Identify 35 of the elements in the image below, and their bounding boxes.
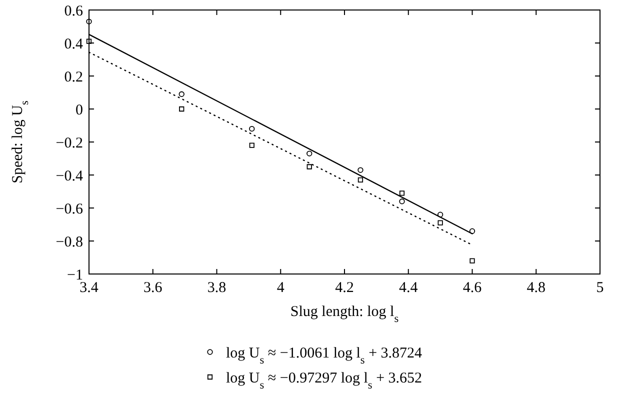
legend-label: log U$_{s}$ ≈ −1.0061 log l$_{s}$ + 3.8724 (226, 345, 423, 366)
point (86, 38, 92, 44)
y-tick-label: −0.8 (56, 234, 83, 250)
point (179, 106, 184, 112)
point (86, 18, 92, 24)
x-tick-label: 4.4 (399, 280, 418, 296)
x-tick-label: 3.6 (144, 280, 163, 296)
y-tick-label: 0.6 (64, 3, 84, 20)
y-tick-label: −0.4 (56, 168, 84, 184)
point (249, 142, 254, 148)
x-tick-label: 3.8 (207, 280, 226, 296)
point (178, 91, 184, 97)
x-tick-label: 4 (276, 280, 285, 296)
y-tick-label: 0.2 (64, 69, 83, 86)
x-axis-title: Slug length: log l$_{s}$ (290, 304, 399, 325)
point (438, 220, 443, 226)
x-tick-label: 4.2 (335, 280, 354, 296)
x-tick-label: 5 (596, 280, 604, 296)
point (358, 167, 364, 173)
point (470, 258, 475, 264)
point (437, 212, 444, 218)
y-tick-label: −0.6 (56, 201, 84, 218)
point (306, 150, 312, 156)
point (469, 228, 476, 234)
point (399, 198, 405, 204)
legend-label: log U$_{s}$ ≈ −0.97297 log l$_{s}$ + 3.652 (226, 370, 422, 392)
x-tick-label: 4.6 (462, 280, 482, 296)
y-tick-label: 0.4 (64, 36, 84, 52)
point (249, 126, 255, 132)
y-tick-label: −0.2 (56, 135, 83, 152)
y-tick-label: 0 (76, 102, 83, 118)
point (399, 190, 405, 196)
point (306, 164, 312, 170)
point (358, 177, 364, 183)
x-tick-label: 4.8 (526, 280, 546, 296)
